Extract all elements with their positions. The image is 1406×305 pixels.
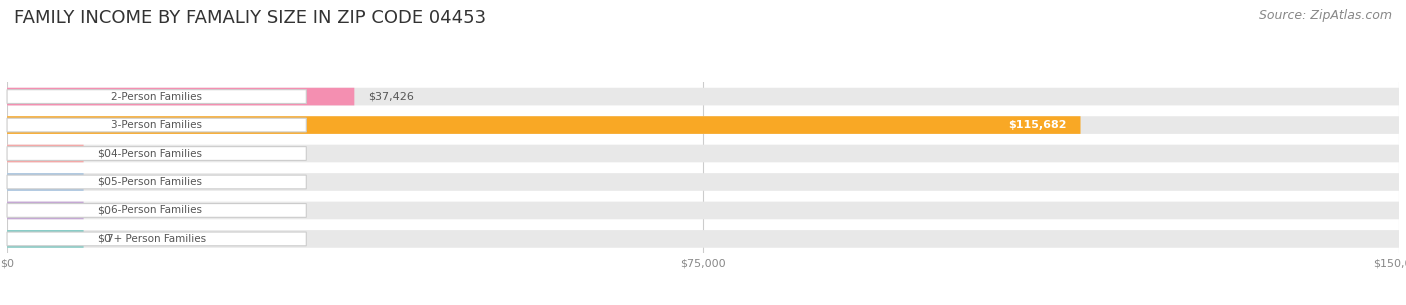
FancyBboxPatch shape: [7, 118, 307, 132]
Text: 4-Person Families: 4-Person Families: [111, 149, 202, 159]
Text: $37,426: $37,426: [368, 92, 415, 102]
FancyBboxPatch shape: [7, 88, 354, 106]
FancyBboxPatch shape: [7, 90, 307, 103]
Text: FAMILY INCOME BY FAMALIY SIZE IN ZIP CODE 04453: FAMILY INCOME BY FAMALIY SIZE IN ZIP COD…: [14, 9, 486, 27]
Text: $0: $0: [97, 149, 111, 159]
Text: 2-Person Families: 2-Person Families: [111, 92, 202, 102]
FancyBboxPatch shape: [7, 173, 1399, 191]
Text: 3-Person Families: 3-Person Families: [111, 120, 202, 130]
Text: $0: $0: [97, 177, 111, 187]
FancyBboxPatch shape: [7, 88, 1399, 106]
FancyBboxPatch shape: [7, 202, 83, 219]
FancyBboxPatch shape: [7, 230, 83, 248]
Text: $0: $0: [97, 234, 111, 244]
FancyBboxPatch shape: [7, 147, 307, 160]
FancyBboxPatch shape: [7, 230, 1399, 248]
Text: $0: $0: [97, 206, 111, 215]
Text: $115,682: $115,682: [1008, 120, 1067, 130]
FancyBboxPatch shape: [7, 145, 1399, 162]
FancyBboxPatch shape: [7, 116, 1081, 134]
Text: Source: ZipAtlas.com: Source: ZipAtlas.com: [1258, 9, 1392, 22]
Text: 5-Person Families: 5-Person Families: [111, 177, 202, 187]
FancyBboxPatch shape: [7, 175, 307, 189]
FancyBboxPatch shape: [7, 202, 1399, 219]
FancyBboxPatch shape: [7, 145, 83, 162]
FancyBboxPatch shape: [7, 173, 83, 191]
Text: 7+ Person Families: 7+ Person Families: [107, 234, 207, 244]
FancyBboxPatch shape: [7, 232, 307, 246]
Text: 6-Person Families: 6-Person Families: [111, 206, 202, 215]
FancyBboxPatch shape: [7, 116, 1399, 134]
FancyBboxPatch shape: [7, 203, 307, 217]
